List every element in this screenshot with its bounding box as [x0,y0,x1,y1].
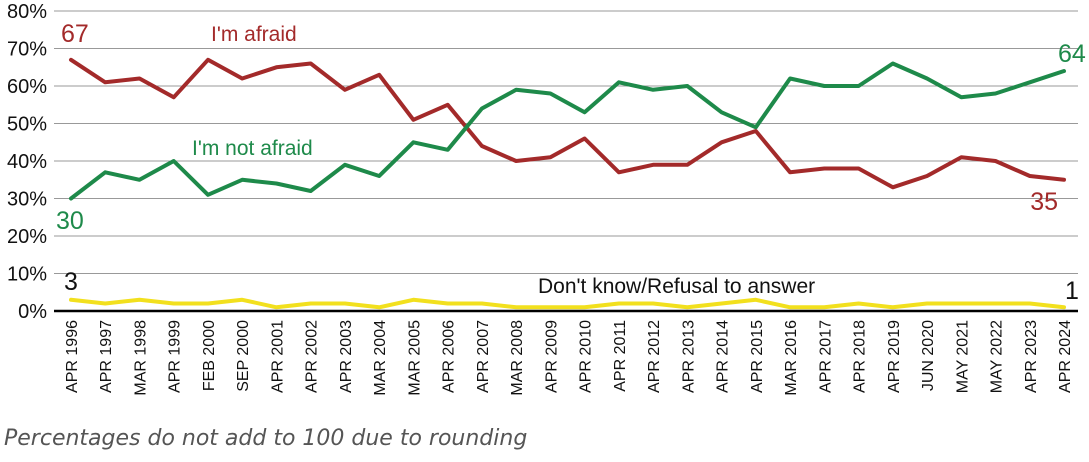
y-tick-label: 60% [7,76,47,98]
data-label: 67 [61,20,89,48]
x-tick-label: APR 2015 [749,320,766,393]
x-tick-label: SEP 2000 [235,320,252,392]
y-tick-label: 80% [7,1,47,23]
x-tick-label: MAY 2022 [989,320,1006,393]
data-label: 35 [1030,188,1058,216]
series-line [69,297,1066,310]
data-label: 30 [56,207,84,235]
x-tick-label: APR 2010 [578,320,595,393]
x-tick-label: JUN 2020 [920,320,937,391]
data-label: I'm not afraid [192,137,313,160]
x-tick-label: APR 2017 [817,320,834,393]
data-label: 1 [1065,277,1079,305]
x-tick-label: APR 2003 [338,320,355,393]
y-tick-label: 50% [7,114,47,136]
series-lines [69,57,1066,310]
x-tick-label: APR 2013 [680,320,697,393]
x-tick-label: APR 2002 [304,320,321,393]
y-tick-label: 30% [7,189,47,211]
x-tick-label: MAR 2016 [783,320,800,396]
x-tick-label: APR 2023 [1023,320,1040,393]
series-line [69,61,1066,201]
x-tick-label: APR 2019 [886,320,903,393]
x-tick-label: MAR 2005 [406,320,423,396]
y-tick-label: 10% [7,264,47,286]
x-tick-label: APR 2011 [612,320,629,392]
x-tick-label: APR 2006 [441,320,458,393]
grid-lines [54,10,1078,313]
x-tick-label: MAR 2008 [509,320,526,396]
x-axis-ticks: APR 1996 APR 1997 MAR 1998 APR 1999 FEB 2000… [64,320,1074,396]
x-tick-label: APR 2024 [1057,320,1074,393]
x-tick-label: APR 2009 [543,320,560,393]
x-tick-label: APR 2012 [646,320,663,393]
y-axis-ticks: 0% 10% 20% 30% 40% 50% 60% 70% 80% [7,1,47,323]
x-tick-label: APR 2007 [475,320,492,393]
y-tick-label: 0% [18,301,47,323]
x-tick-label: MAY 2021 [954,320,971,393]
data-label: 64 [1058,40,1086,68]
footnote: Percentages do not add to 100 due to rou… [4,426,528,451]
x-tick-label: MAR 2004 [372,320,389,396]
series-line [69,57,1066,190]
y-tick-label: 20% [7,226,47,248]
data-label: I'm afraid [211,23,297,46]
x-tick-label: MAR 1998 [132,320,149,396]
x-tick-label: APR 1996 [64,320,81,393]
x-tick-label: APR 2014 [715,320,732,393]
data-label: 3 [64,268,78,296]
series-labels: I'm afraid I'm not afraid Don't know/Refus… [56,20,1086,305]
x-tick-label: APR 2018 [852,320,869,393]
data-label: Don't know/Refusal to answer [538,275,815,298]
x-tick-label: APR 1999 [167,320,184,393]
x-tick-label: FEB 2000 [201,320,218,391]
x-tick-label: APR 1997 [98,320,115,393]
y-tick-label: 70% [7,39,47,61]
x-tick-label: APR 2001 [269,320,286,393]
y-tick-label: 40% [7,151,47,173]
